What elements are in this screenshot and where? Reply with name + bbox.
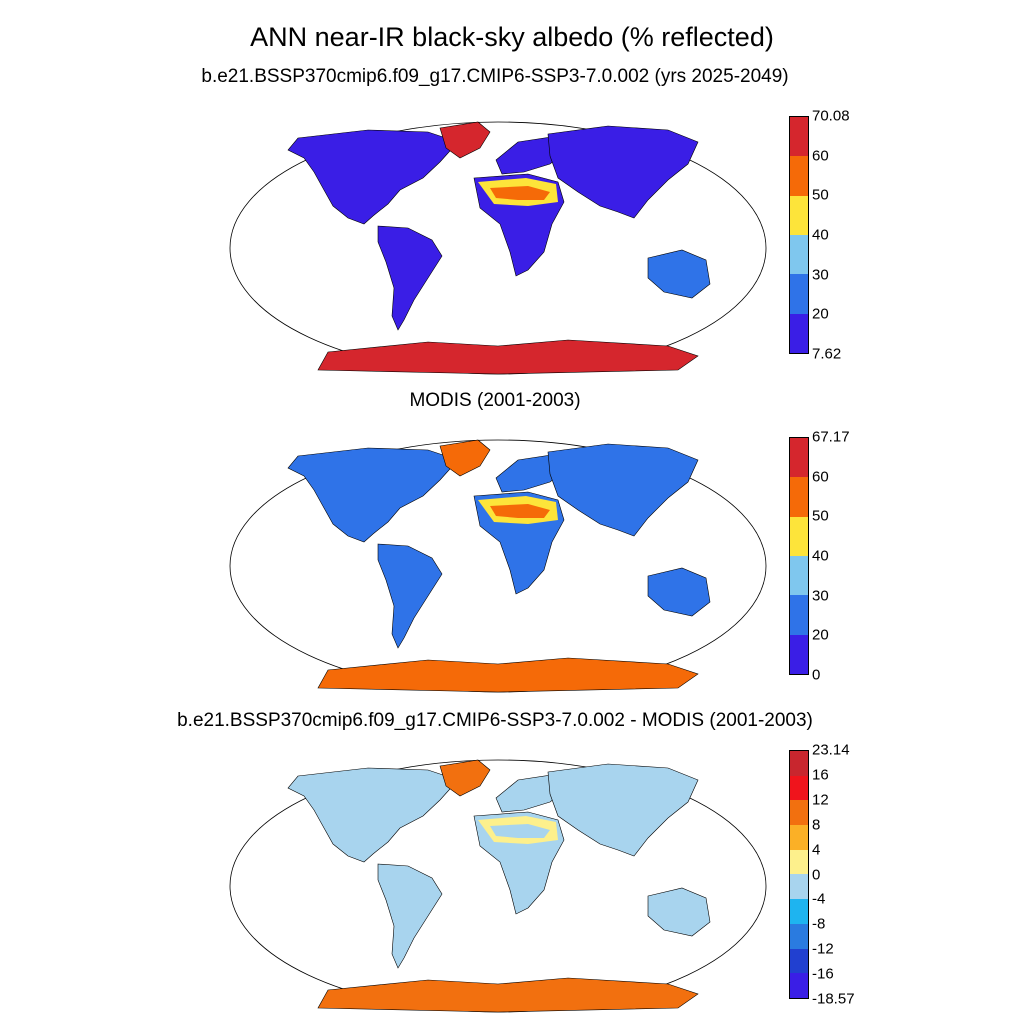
panel-1-colorbar: [789, 116, 809, 354]
panel-1-map: [229, 121, 767, 375]
colorbar-label: 70.08: [812, 107, 850, 125]
colorbar-label: -12: [812, 940, 834, 958]
colorbar-label: -16: [812, 965, 834, 983]
colorbar-label: 4: [812, 841, 821, 859]
greenland-region: [439, 759, 491, 797]
colorbar-label: 50: [812, 507, 829, 525]
colorbar-segment: [790, 313, 808, 353]
colorbar-label: 40: [812, 226, 829, 244]
colorbar-label: 20: [812, 305, 829, 323]
colorbar-label: 60: [812, 468, 829, 486]
colorbar-label: 0: [812, 666, 821, 684]
asia-region: [547, 443, 699, 537]
colorbar-segment: [790, 751, 808, 776]
colorbar-segment: [790, 477, 808, 517]
colorbar-segment: [790, 874, 808, 900]
colorbar-segment: [790, 849, 808, 875]
colorbar-segment: [790, 800, 808, 826]
colorbar-label: 23.14: [812, 741, 850, 759]
colorbar-segment: [790, 948, 808, 974]
figure-title: ANN near-IR black-sky albedo (% reflecte…: [250, 22, 774, 52]
panel-2-title: MODIS (2001-2003): [409, 390, 581, 411]
panel-3-colorbar: [789, 750, 809, 999]
colorbar-label: 30: [812, 266, 829, 284]
antarctica-region: [317, 977, 699, 1013]
colorbar-segment: [790, 195, 808, 235]
colorbar-segment: [790, 274, 808, 314]
panel-3-map: [229, 759, 767, 1013]
australia-region: [647, 887, 711, 937]
colorbar-segment: [790, 117, 808, 157]
panel-3-title: b.e21.BSSP370cmip6.f09_g17.CMIP6-SSP3-7.…: [177, 710, 813, 731]
colorbar-segment: [790, 634, 808, 674]
colorbar-segment: [790, 438, 808, 478]
colorbar-label: 20: [812, 626, 829, 644]
colorbar-label: -4: [812, 890, 826, 908]
colorbar-segment: [790, 775, 808, 801]
colorbar-label: -18.57: [812, 990, 855, 1008]
antarctica-region: [317, 657, 699, 693]
antarctica-region: [317, 339, 699, 375]
colorbar-label: 7.62: [812, 345, 842, 363]
colorbar-segment: [790, 555, 808, 596]
colorbar-segment: [790, 923, 808, 949]
south-america-region: [377, 863, 443, 969]
south-america-region: [377, 225, 443, 331]
colorbar-segment: [790, 516, 808, 556]
australia-region: [647, 249, 711, 299]
colorbar-segment: [790, 973, 808, 998]
colorbar-segment: [790, 595, 808, 635]
sahara-core-region: [490, 504, 550, 518]
colorbar-label: 50: [812, 186, 829, 204]
colorbar-label: 60: [812, 147, 829, 165]
panel-2-map: [229, 439, 767, 693]
greenland-region: [439, 121, 491, 159]
panel-1-title: b.e21.BSSP370cmip6.f09_g17.CMIP6-SSP3-7.…: [201, 66, 789, 87]
sahara-core-region: [490, 824, 550, 838]
colorbar-label: 8: [812, 816, 821, 834]
colorbar-label: 16: [812, 766, 829, 784]
colorbar-label: 40: [812, 547, 829, 565]
colorbar-segment: [790, 156, 808, 196]
colorbar-label: 12: [812, 791, 829, 809]
colorbar-label: 0: [812, 866, 821, 883]
panel-2-colorbar: [789, 437, 809, 675]
greenland-region: [439, 439, 491, 477]
asia-region: [547, 125, 699, 219]
colorbar-segment: [790, 825, 808, 850]
sahara-core-region: [490, 186, 550, 200]
colorbar-segment: [790, 234, 808, 275]
colorbar-label: -8: [812, 915, 826, 933]
asia-region: [547, 763, 699, 857]
colorbar-segment: [790, 899, 808, 924]
colorbar-label: 67.17: [812, 428, 850, 446]
australia-region: [647, 567, 711, 617]
south-america-region: [377, 543, 443, 649]
colorbar-label: 30: [812, 587, 829, 605]
